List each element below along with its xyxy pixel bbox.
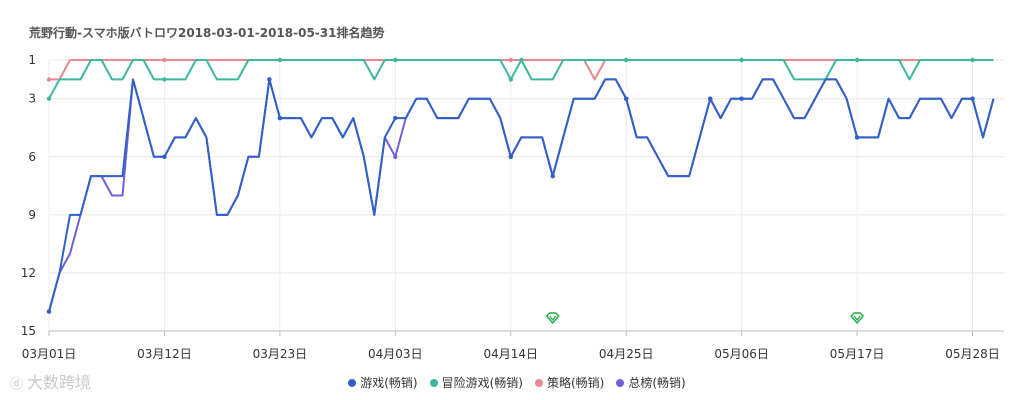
series-point	[508, 77, 513, 82]
x-axis: 03月01日 03月12日 03月23日 04月03日 04月14日 04月25日 05月0…	[22, 330, 1004, 361]
diamond-marker-icon	[850, 312, 865, 325]
legend-item[interactable]: 游戏(畅销)	[348, 374, 418, 391]
series-line	[48, 78, 995, 312]
legend: 游戏(畅销) 冒险游戏(畅销) 策略(畅销) 总榜(畅销)	[0, 374, 1034, 391]
series-point	[393, 154, 398, 159]
series-point	[162, 77, 167, 82]
diamond-facet	[853, 315, 861, 321]
chart-title: 荒野行動-スマホ版バトロワ2018-03-01-2018-05-31排名趋势	[29, 26, 385, 40]
x-tick-label: 03月23日	[253, 347, 308, 361]
series-point	[508, 154, 513, 159]
y-tick-label: 6	[28, 150, 36, 164]
x-tick-label: 03月12日	[137, 347, 192, 361]
series-point	[508, 57, 513, 63]
y-tick-label: 15	[21, 324, 36, 338]
series-point	[393, 57, 398, 63]
series-point	[46, 77, 52, 82]
watermark-text: 大数跨境	[27, 373, 92, 392]
legend-marker	[616, 379, 625, 387]
y-tick-label: 1	[28, 53, 36, 67]
series-point	[46, 96, 52, 101]
y-axis-labels: 1 3 6 9 12 15	[21, 53, 36, 338]
event-markers	[545, 312, 865, 325]
x-tick-label: 03月01日	[22, 347, 77, 361]
series-point	[739, 96, 744, 101]
legend-item[interactable]: 总榜(畅销)	[616, 374, 686, 391]
series-point	[277, 115, 283, 121]
x-tick-label: 04月03日	[368, 347, 423, 361]
watermark: ⓓ 大数跨境	[10, 369, 91, 393]
y-tick-label: 3	[28, 92, 36, 106]
diamond-shape	[850, 312, 865, 325]
diamond-marker-icon	[545, 312, 560, 325]
series-point	[162, 154, 167, 159]
series-point	[267, 77, 272, 82]
series-point	[854, 57, 860, 63]
series-point	[519, 57, 524, 63]
legend-label: 游戏(畅销)	[360, 376, 418, 390]
series-point	[46, 309, 52, 314]
legend-item[interactable]: 冒险游戏(畅销)	[429, 374, 523, 391]
diamond-facet	[549, 315, 557, 321]
dd-logo-icon: ⓓ	[10, 377, 24, 392]
grid	[48, 59, 1004, 332]
diamond-shape	[545, 312, 560, 325]
legend-marker	[535, 379, 543, 387]
x-tick-label: 05月17日	[830, 347, 885, 361]
legend-label: 策略(畅销)	[547, 376, 605, 390]
series-point	[624, 57, 629, 63]
series-point	[277, 57, 283, 63]
series-point	[970, 57, 975, 63]
legend-marker	[429, 379, 438, 387]
series-point	[624, 96, 629, 101]
series-point	[739, 57, 744, 63]
x-tick-label: 05月28日	[945, 347, 1000, 361]
legend-label: 总榜(畅销)	[628, 376, 686, 390]
y-tick-label: 12	[21, 266, 36, 280]
series-line	[48, 59, 994, 100]
x-tick-label: 05月06日	[714, 347, 769, 361]
y-tick-label: 9	[28, 208, 36, 222]
legend-marker	[348, 379, 357, 387]
legend-item[interactable]: 策略(畅销)	[535, 374, 604, 391]
x-tick-label: 04月25日	[599, 347, 654, 361]
x-tick-label: 04月14日	[483, 347, 538, 361]
legend-label: 冒险游戏(畅销)	[441, 376, 523, 390]
series-point	[393, 115, 398, 121]
series-point	[970, 96, 975, 101]
series-lines	[46, 57, 995, 314]
series-point	[550, 173, 555, 179]
series-point	[854, 135, 860, 140]
series-point	[708, 96, 713, 101]
series-point	[162, 57, 167, 63]
